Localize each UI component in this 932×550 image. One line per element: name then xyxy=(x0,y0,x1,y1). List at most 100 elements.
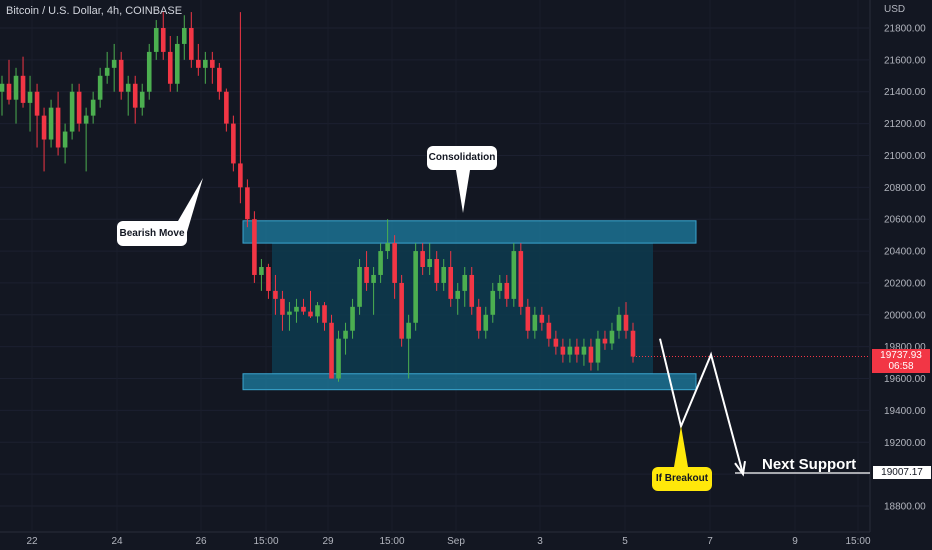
next-support-label: Next Support xyxy=(762,456,857,473)
price-axis[interactable]: 21800.00 21600.00 21400.00 21200.00 21000.00… xyxy=(884,24,926,513)
candle-body xyxy=(273,290,278,299)
candle-body xyxy=(560,346,566,355)
candle-body xyxy=(245,187,250,220)
candle-body xyxy=(111,59,117,68)
candle-body xyxy=(153,28,159,52)
candle-body xyxy=(343,330,348,339)
y-tick-label: 20800.00 xyxy=(884,183,926,194)
bearish-move-callout: Bearish Move xyxy=(117,221,187,246)
candle-body xyxy=(259,267,264,275)
projection-path xyxy=(178,170,870,477)
last-price: 19737.93 xyxy=(880,350,922,361)
y-tick-label: 21400.00 xyxy=(884,87,926,98)
y-tick-label: 18800.00 xyxy=(884,502,926,513)
if-breakout-callout: If Breakout xyxy=(652,467,712,491)
candle-body xyxy=(399,282,404,339)
candle-body xyxy=(350,306,355,331)
candle-body xyxy=(196,59,201,68)
candle-body xyxy=(160,28,166,52)
y-tick-label: 21000.00 xyxy=(884,151,926,162)
x-tick-label: 26 xyxy=(195,536,207,547)
candle-body xyxy=(62,131,68,148)
bearish-move-pointer xyxy=(178,178,203,232)
candle-body xyxy=(476,306,482,331)
candle-body xyxy=(118,59,124,92)
x-tick-label: 5 xyxy=(622,536,628,547)
bar-countdown: 06:58 xyxy=(888,361,914,372)
x-tick-label: Sep xyxy=(447,536,465,547)
candle-body xyxy=(392,243,397,283)
candle-body xyxy=(525,306,531,331)
candle-body xyxy=(385,243,390,252)
consolidation-pointer xyxy=(456,170,470,213)
y-tick-label: 19200.00 xyxy=(884,438,926,449)
y-tick-label: 20400.00 xyxy=(884,247,926,258)
candle-body xyxy=(322,305,327,323)
candle-body xyxy=(90,99,96,116)
candle-body xyxy=(189,28,194,60)
candle-body xyxy=(588,346,594,363)
candle-body xyxy=(48,107,54,140)
candle-body xyxy=(167,51,173,84)
candle-body xyxy=(20,75,26,103)
candle-body xyxy=(224,91,229,124)
candle-body xyxy=(210,59,215,68)
x-tick-label: 15:00 xyxy=(253,536,278,547)
candle-body xyxy=(174,43,180,84)
candle-body xyxy=(364,267,369,283)
x-tick-label: 3 xyxy=(537,536,543,547)
candle-body xyxy=(616,314,622,331)
x-tick-label: 15:00 xyxy=(379,536,404,547)
candle-body xyxy=(490,290,496,315)
candle-body xyxy=(581,346,587,355)
candle-body xyxy=(6,83,12,100)
candle-body xyxy=(203,59,208,68)
candle-body xyxy=(34,91,40,116)
candle-body xyxy=(252,219,257,275)
candle-body xyxy=(125,83,131,92)
x-tick-label: 29 xyxy=(322,536,334,547)
candle-body xyxy=(0,83,5,92)
candle-body xyxy=(602,338,608,344)
candle-body xyxy=(315,305,320,317)
projection-arrowhead xyxy=(734,460,746,477)
symbol-title: Bitcoin / U.S. Dollar, 4h, COINBASE xyxy=(6,5,183,17)
candle-body xyxy=(413,251,418,323)
candle-body xyxy=(287,311,292,315)
candle-body xyxy=(455,290,461,299)
x-tick-label: 22 xyxy=(26,536,38,547)
candle-body xyxy=(329,322,334,379)
y-tick-label: 19600.00 xyxy=(884,374,926,385)
candle-body xyxy=(336,338,341,379)
candle-body xyxy=(441,267,446,283)
candle-body xyxy=(41,115,47,140)
candle-body xyxy=(630,330,636,357)
x-tick-label: 7 xyxy=(707,536,713,547)
candle-body xyxy=(406,322,411,339)
y-tick-label: 20200.00 xyxy=(884,278,926,289)
y-tick-label: 20000.00 xyxy=(884,310,926,321)
candle-body xyxy=(13,75,19,100)
time-axis[interactable]: 22 24 26 15:00 29 15:00 Sep 3 5 7 9 15:00 xyxy=(26,536,871,547)
candle-body xyxy=(104,67,110,76)
candlestick-series xyxy=(0,12,870,382)
currency-label: USD xyxy=(884,4,906,15)
resistance-zone xyxy=(242,220,697,244)
candle-body xyxy=(83,115,89,124)
candle-body xyxy=(553,338,559,347)
candle-body xyxy=(308,311,313,317)
candle-body xyxy=(420,251,425,267)
candle-body xyxy=(504,282,510,299)
candle-body xyxy=(427,259,432,267)
x-tick-label: 24 xyxy=(111,536,123,547)
candle-body xyxy=(132,83,138,108)
candle-body xyxy=(483,314,489,331)
candle-body xyxy=(567,346,573,355)
y-tick-label: 21600.00 xyxy=(884,55,926,66)
candle-body xyxy=(69,91,75,132)
candle-body xyxy=(511,251,517,299)
candle-body xyxy=(301,306,306,312)
projection-line xyxy=(659,338,744,475)
candle-body xyxy=(546,322,552,339)
